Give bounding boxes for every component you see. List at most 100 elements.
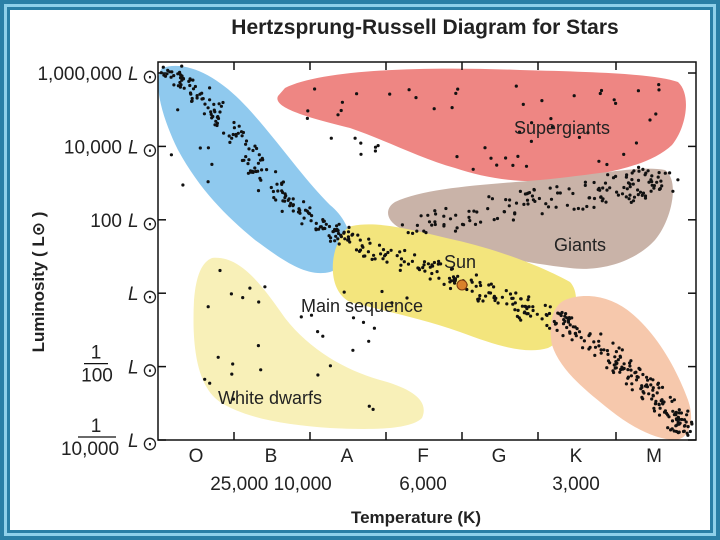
- star-point: [570, 338, 574, 342]
- star-point: [421, 266, 425, 270]
- star-point: [605, 366, 609, 370]
- x-tick-label: G: [492, 446, 507, 467]
- x-tick-label: K: [570, 446, 583, 467]
- star-point: [191, 87, 196, 91]
- y-tick-unit-symbol: ⊙: [142, 434, 158, 455]
- star-point: [455, 226, 459, 230]
- star-point: [398, 268, 402, 272]
- star-point: [582, 339, 587, 343]
- chart-title: Hertzsprung-Russell Diagram for Stars: [231, 16, 618, 39]
- star-point: [646, 169, 650, 173]
- star-point: [230, 136, 234, 140]
- label-sun: Sun: [444, 252, 476, 272]
- star-point: [658, 406, 662, 410]
- star-point: [447, 276, 452, 280]
- star-point: [163, 74, 168, 78]
- star-point: [487, 291, 491, 295]
- star-point: [193, 84, 197, 89]
- star-point: [526, 298, 530, 302]
- star-point: [559, 313, 563, 318]
- star-point: [355, 92, 359, 96]
- star-point: [379, 252, 383, 256]
- star-point: [492, 294, 496, 298]
- star-point: [502, 210, 506, 214]
- star-point: [348, 240, 352, 244]
- star-point: [659, 179, 663, 183]
- star-point: [676, 178, 680, 182]
- star-point: [638, 190, 643, 194]
- star-point: [572, 94, 576, 98]
- star-point: [231, 132, 235, 137]
- star-point: [568, 331, 572, 335]
- star-point: [647, 180, 651, 184]
- y-tick-unit-symbol: ⊙: [142, 287, 158, 308]
- star-point: [384, 253, 388, 257]
- star-point: [390, 301, 394, 305]
- star-point: [172, 74, 176, 78]
- star-point: [231, 362, 235, 366]
- star-point: [274, 198, 278, 202]
- star-point: [564, 312, 568, 316]
- star-point: [191, 78, 195, 82]
- star-point: [208, 98, 212, 102]
- star-point: [612, 98, 616, 102]
- star-point: [291, 203, 295, 207]
- star-point: [540, 317, 544, 321]
- star-point: [417, 266, 421, 270]
- star-point: [544, 313, 548, 317]
- star-point: [655, 391, 659, 395]
- star-point: [532, 187, 536, 192]
- star-point: [513, 301, 517, 305]
- star-point: [368, 241, 372, 245]
- star-point: [630, 388, 634, 392]
- star-point: [470, 280, 474, 284]
- star-point: [291, 197, 295, 201]
- star-point: [685, 431, 689, 435]
- star-point: [405, 296, 409, 300]
- star-point: [455, 155, 459, 159]
- star-point: [227, 134, 231, 138]
- star-point: [630, 178, 634, 182]
- star-point: [403, 248, 407, 253]
- star-point: [280, 189, 284, 193]
- star-point: [579, 336, 583, 340]
- star-point: [448, 217, 453, 221]
- star-point: [265, 168, 269, 172]
- star-point: [346, 238, 350, 242]
- star-point: [427, 220, 432, 224]
- star-point: [622, 366, 626, 371]
- y-tick-denominator: 100: [81, 366, 113, 387]
- star-point: [178, 70, 182, 74]
- star-point: [514, 291, 518, 295]
- star-point: [540, 212, 544, 216]
- star-point: [645, 383, 649, 387]
- star-point: [433, 209, 437, 213]
- star-point: [572, 207, 576, 211]
- star-point: [636, 193, 640, 197]
- star-point: [300, 222, 304, 226]
- star-point: [351, 316, 356, 320]
- star-point: [529, 139, 534, 143]
- star-point: [346, 235, 350, 239]
- star-point: [688, 429, 692, 434]
- star-point: [415, 223, 419, 227]
- star-point: [484, 294, 488, 298]
- star-point: [629, 374, 634, 378]
- star-point: [570, 316, 574, 320]
- star-point: [200, 91, 204, 95]
- star-point: [540, 99, 544, 103]
- star-point: [442, 223, 446, 227]
- star-point: [434, 212, 438, 216]
- star-point: [439, 262, 443, 266]
- star-point: [518, 189, 523, 193]
- star-point: [546, 205, 551, 209]
- star-point: [244, 139, 249, 143]
- star-point: [566, 320, 571, 324]
- star-point: [327, 224, 332, 229]
- star-point: [523, 304, 527, 308]
- star-point: [653, 402, 658, 406]
- star-point: [640, 384, 644, 388]
- star-point: [555, 185, 559, 189]
- star-point: [321, 219, 325, 223]
